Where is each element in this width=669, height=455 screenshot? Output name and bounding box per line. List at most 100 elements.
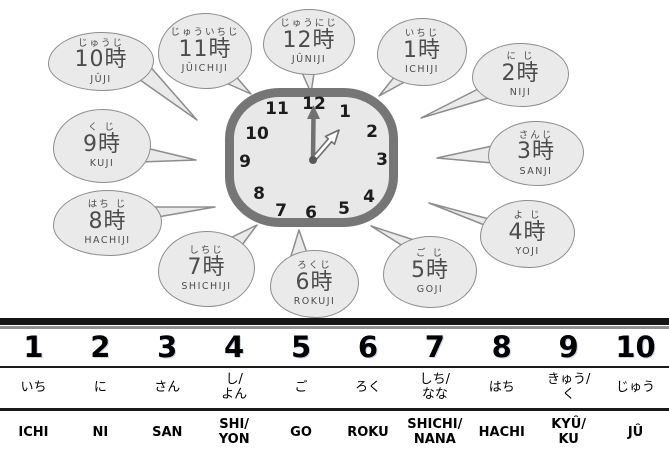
digit-cell: 7 (424, 330, 445, 364)
bubble-furigana: じゅうにじ (280, 18, 338, 30)
romaji-cell: GO (290, 424, 312, 440)
bubble-furigana: じゅういちじ (170, 27, 240, 39)
bubble-furigana: さんじ (518, 129, 554, 141)
clock-scene: 12 1 2 3 4 5 6 7 8 9 10 11 (48, 9, 584, 318)
dial-number: 2 (366, 122, 378, 142)
bubble-romaji: SHICHIJI (181, 281, 232, 293)
kana-cell: しち/ なな (419, 372, 451, 402)
dial-number: 5 (338, 199, 350, 219)
speech-bubble-6ji: ろくじ 6時 ROKUJI (270, 250, 359, 318)
kana-cell: はち (488, 379, 515, 395)
bubble-furigana: ろくじ (297, 260, 332, 272)
speech-bubble-3ji: さんじ 3時 SANJI (488, 121, 584, 186)
romaji-cell: SAN (152, 424, 183, 440)
speech-bubble-9ji: く じ 9時 KUJI (53, 109, 151, 183)
speech-bubble-1ji: いちじ 1時 ICHIJI (377, 18, 467, 86)
digit-cell: 8 (491, 330, 512, 364)
digit-cell: 1 (23, 330, 44, 364)
dial-number: 6 (305, 203, 317, 223)
digit-cell: 9 (558, 330, 579, 364)
dial-number: 8 (253, 184, 265, 204)
bubble-time: 6時 (295, 269, 334, 295)
clock-illustration: 12 1 2 3 4 5 6 7 8 9 10 11 (132, 62, 494, 257)
bubble-time: 10時 (74, 47, 128, 73)
bubble-time: 1時 (403, 37, 441, 63)
romaji-cell: NI (92, 424, 109, 440)
numbers-table: 1 2 3 4 5 6 7 8 9 10 いち に さん し/ よん ご ろく しち/ なな はち きゅう/ く じ… (0, 329, 669, 455)
kana-cell: いち (20, 379, 47, 395)
divider-gray-bar (0, 326, 669, 329)
kana-cell: ご (294, 379, 308, 395)
bubble-romaji: JÛICHIJI (181, 63, 229, 75)
bubble-time: 3時 (517, 139, 555, 165)
kana-cell: し/ よん (221, 372, 248, 402)
dial-number: 4 (363, 187, 375, 207)
bubble-romaji: JÛJI (90, 73, 112, 85)
dial-number: 9 (239, 152, 251, 172)
speech-bubble-8ji: はち じ 8時 HACHIJI (53, 190, 162, 256)
kana-row: いち に さん し/ よん ご ろく しち/ なな はち きゅう/ く じゅう (0, 368, 669, 411)
digit-cell: 2 (90, 330, 111, 364)
speech-bubble-12ji: じゅうにじ 12時 JÛNIJI (263, 9, 355, 75)
bubble-romaji: SANJI (519, 165, 553, 177)
bubble-furigana: ご じ (415, 248, 445, 260)
bubble-romaji: ICHIJI (405, 64, 439, 76)
kana-cell: ろく (354, 379, 381, 395)
divider-black-bar (0, 318, 669, 325)
digit-cell: 3 (157, 330, 178, 364)
clock-center-dot (309, 156, 317, 164)
bubble-romaji: JÛNIJI (291, 54, 327, 66)
dial-number: 1 (339, 102, 351, 122)
speech-bubble-7ji: しちじ 7時 SHICHIJI (158, 231, 255, 307)
romaji-cell: ROKU (347, 424, 389, 440)
section-divider (0, 318, 669, 329)
digit-cell: 6 (357, 330, 379, 364)
speech-bubble-11ji: じゅういちじ 11時 JÛICHIJI (158, 13, 252, 89)
bubble-time: 12時 (282, 27, 336, 53)
bubble-furigana: いちじ (404, 28, 440, 40)
bubble-romaji: NIJI (509, 87, 532, 99)
kana-cell: きゅう/ く (546, 372, 591, 402)
romaji-cell: SHI/ YON (218, 417, 250, 447)
romaji-cell: JÛ (627, 424, 644, 440)
bubble-time: 7時 (187, 254, 226, 280)
speech-bubble-10ji: じゅうじ 10時 JÛJI (48, 32, 154, 91)
kana-cell: さん (154, 379, 181, 395)
digit-cell: 4 (224, 330, 245, 364)
bubble-furigana: じゅうじ (77, 37, 124, 49)
bubble-furigana: く じ (87, 122, 117, 134)
dial-number: 3 (376, 150, 388, 170)
digit-cell: 5 (290, 330, 312, 364)
speech-bubble-5ji: ご じ 5時 GOJI (383, 236, 477, 308)
bubble-tail (436, 145, 494, 164)
bubble-furigana: しちじ (189, 245, 224, 257)
bubble-time: 2時 (501, 60, 540, 86)
minute-hand (310, 116, 316, 161)
bubble-time: 4時 (508, 219, 547, 245)
bubble-furigana: に じ (506, 51, 535, 63)
bubble-time: 5時 (411, 257, 449, 283)
bubble-romaji: GOJI (416, 284, 444, 296)
bubble-time: 8時 (88, 208, 127, 234)
romaji-row: ICHI NI SAN SHI/ YON GO ROKU SHICHI/ NANA HACHI… (0, 411, 669, 455)
bubble-romaji: ROKUJI (293, 296, 336, 308)
dial-number: 10 (245, 124, 269, 144)
kana-cell: に (93, 379, 107, 395)
digits-row: 1 2 3 4 5 6 7 8 9 10 (0, 329, 669, 368)
clock: 12 1 2 3 4 5 6 7 8 9 10 11 (225, 88, 398, 227)
speech-bubble-2ji: に じ 2時 NIJI (472, 43, 569, 107)
clock-dial-numbers: 12 1 2 3 4 5 6 7 8 9 10 11 (239, 94, 388, 223)
dial-number: 11 (265, 99, 289, 119)
bubble-tails (132, 62, 494, 257)
kana-cell: じゅう (616, 379, 656, 395)
bubble-furigana: はち じ (87, 199, 128, 211)
bubble-romaji: KUJI (89, 158, 115, 170)
bubble-romaji: YOJI (515, 246, 540, 258)
romaji-cell: SHICHI/ NANA (407, 417, 463, 447)
romaji-cell: HACHI (478, 424, 525, 440)
bubble-time: 9時 (83, 131, 121, 157)
hour-hand (310, 129, 340, 163)
dial-number: 7 (275, 201, 287, 221)
bubble-time: 11時 (178, 36, 232, 62)
